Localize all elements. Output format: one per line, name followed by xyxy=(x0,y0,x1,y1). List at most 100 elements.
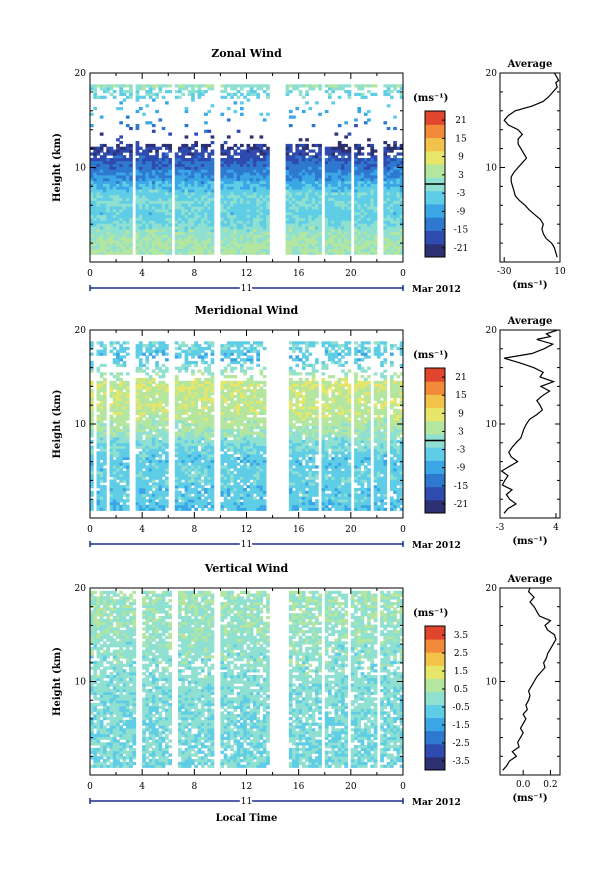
heatmap-cell xyxy=(197,87,202,91)
heatmap-cell xyxy=(200,160,205,165)
heatmap-cell xyxy=(145,231,150,235)
heatmap-cell xyxy=(145,468,150,472)
heatmap-cell xyxy=(315,158,319,162)
heatmap-cell xyxy=(151,380,156,384)
heatmap-cell xyxy=(174,214,179,218)
heatmap-cell xyxy=(197,496,202,500)
heatmap-cell xyxy=(103,352,107,356)
heatmap-cell xyxy=(266,158,270,162)
heatmap-cell xyxy=(386,197,391,201)
heatmap-cell xyxy=(230,95,234,99)
heatmap-cell xyxy=(259,146,264,150)
heatmap-cell xyxy=(197,423,202,427)
heatmap-cell xyxy=(135,194,140,199)
heatmap-cell xyxy=(103,206,107,210)
heatmap-cell xyxy=(112,394,117,399)
heatmap-cell xyxy=(90,211,94,216)
heatmap-cell xyxy=(194,160,198,165)
heatmap-cell xyxy=(109,84,114,88)
heatmap-cell xyxy=(112,189,117,193)
heatmap-cell xyxy=(383,152,388,156)
heatmap-cell xyxy=(288,186,293,190)
heatmap-cell xyxy=(112,462,117,466)
heatmap-cell xyxy=(360,237,365,241)
heatmap-cell xyxy=(112,90,117,94)
heatmap-cell xyxy=(119,403,123,407)
heatmap-cell xyxy=(178,166,182,170)
heatmap-cell xyxy=(220,220,225,224)
heatmap-cell xyxy=(112,149,117,153)
heatmap-cell xyxy=(341,189,345,193)
heatmap-cell xyxy=(331,226,335,230)
heatmap-cell xyxy=(288,90,293,94)
heatmap-cell xyxy=(184,431,189,435)
heatmap-cell xyxy=(210,183,215,187)
heatmap-cell xyxy=(197,479,202,483)
heatmap-cell xyxy=(197,346,202,351)
heatmap-cell xyxy=(158,231,163,235)
heatmap-cell xyxy=(243,228,247,233)
heatmap-cell xyxy=(122,504,127,508)
heatmap-cell xyxy=(187,223,192,227)
heatmap-cell xyxy=(194,346,198,351)
heatmap-cell xyxy=(178,186,182,190)
heatmap-cell xyxy=(174,377,179,382)
heatmap-cell xyxy=(125,451,130,455)
heatmap-cell xyxy=(305,183,309,187)
heatmap-cell xyxy=(288,149,293,153)
heatmap-cell xyxy=(298,172,303,176)
heatmap-cell xyxy=(184,493,189,497)
heatmap-cell xyxy=(135,346,140,351)
heatmap-cell xyxy=(305,220,309,224)
heatmap-cell xyxy=(324,163,329,167)
heatmap-cell xyxy=(155,352,159,356)
heatmap-cell xyxy=(158,186,163,190)
heatmap-cell xyxy=(178,245,182,250)
heatmap-cell xyxy=(161,383,166,387)
heatmap-cell xyxy=(191,186,195,190)
heatmap-cell xyxy=(240,163,244,167)
heatmap-cell xyxy=(253,172,257,176)
heatmap-cell xyxy=(370,84,375,88)
heatmap-cell xyxy=(151,98,156,102)
heatmap-cell xyxy=(93,163,97,167)
heatmap-cell xyxy=(174,468,179,472)
heatmap-cell xyxy=(197,414,202,418)
heatmap-cell xyxy=(148,240,153,244)
heatmap-cell xyxy=(161,223,166,227)
heatmap-cell xyxy=(360,146,365,150)
heatmap-cell xyxy=(236,169,241,173)
heatmap-cell xyxy=(168,160,172,165)
heatmap-cell xyxy=(138,349,143,353)
heatmap-cell xyxy=(116,389,120,393)
heatmap-cell xyxy=(178,434,182,438)
heatmap-cell xyxy=(266,155,270,159)
heatmap-cell xyxy=(151,462,156,466)
heatmap-cell xyxy=(187,349,192,353)
heatmap-cell xyxy=(285,169,290,173)
heatmap-cell xyxy=(298,92,303,96)
heatmap-cell xyxy=(168,149,172,153)
heatmap-cell xyxy=(142,451,146,455)
heatmap-cell xyxy=(109,479,114,483)
heatmap-cell xyxy=(155,409,159,413)
heatmap-cell xyxy=(158,194,163,199)
heatmap-cell xyxy=(396,180,401,184)
heatmap-cell xyxy=(119,456,123,461)
heatmap-cell xyxy=(158,172,163,176)
heatmap-cell xyxy=(187,163,192,167)
heatmap-cell xyxy=(256,87,260,91)
heatmap-cell xyxy=(240,180,244,184)
heatmap-cell xyxy=(178,223,182,227)
heatmap-cell xyxy=(200,158,205,162)
heatmap-cell xyxy=(386,158,391,162)
heatmap-cell xyxy=(191,177,195,182)
heatmap-cell xyxy=(285,248,290,252)
heatmap-cell xyxy=(360,95,365,99)
heatmap-cell xyxy=(315,214,319,218)
heatmap-cell xyxy=(200,487,205,492)
heatmap-cell xyxy=(360,240,365,244)
heatmap-cell xyxy=(383,177,388,182)
heatmap-cell xyxy=(174,234,179,238)
heatmap-cell xyxy=(112,431,117,435)
